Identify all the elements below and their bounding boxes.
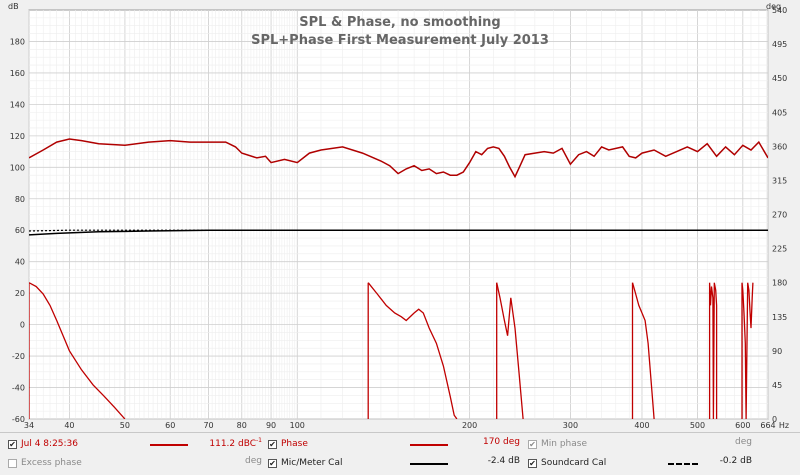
y-left-tick-label: 140 (10, 100, 25, 109)
legend-label-excess-phase: Excess phase (21, 458, 82, 468)
legend-value-min-phase: deg (735, 437, 752, 447)
legend-value-measurement: 111.2 dBC-1 (209, 437, 262, 449)
left-axis-unit: dB (8, 2, 19, 11)
y-right-tick-label: 135 (772, 313, 787, 322)
x-tick-label: 34 (24, 421, 34, 430)
x-tick-label: 50 (120, 421, 130, 430)
x-tick-label: 40 (64, 421, 74, 430)
checkbox-mic-cal[interactable]: ✔ (268, 458, 277, 468)
legend-label-soundcard-cal: Soundcard Cal (541, 458, 607, 468)
series-phase-segment (741, 282, 754, 419)
x-tick-label: 70 (203, 421, 213, 430)
y-right-tick-label: 495 (772, 40, 787, 49)
y-right-tick-label: 0 (772, 415, 777, 424)
x-tick-label: 60 (165, 421, 175, 430)
legend-panel: ✔ Jul 4 8:25:36 111.2 dBC-1 ✔ Phase 170 … (0, 432, 800, 475)
legend-item-mic-cal[interactable]: ✔ Mic/Meter Cal (268, 456, 342, 470)
checkbox-measurement[interactable]: ✔ (8, 439, 17, 449)
legend-item-min-phase[interactable]: ✔ Min phase (528, 437, 587, 451)
legend-value-excess-phase: deg (245, 456, 262, 466)
x-tick-label: 300 (563, 421, 578, 430)
y-right-tick-label: 315 (772, 176, 787, 185)
y-left-tick-label: 20 (15, 289, 25, 298)
x-tick-label: 600 (735, 421, 750, 430)
y-right-tick-label: 90 (772, 347, 782, 356)
legend-item-excess-phase[interactable]: Excess phase (8, 456, 82, 470)
legend-label-min-phase: Min phase (541, 439, 587, 449)
x-tick-label: 664 (760, 421, 775, 430)
series-phase-segment (29, 282, 126, 419)
y-left-tick-label: 120 (10, 132, 25, 141)
legend-label-mic-cal: Mic/Meter Cal (281, 458, 343, 468)
series-mic-meter-cal (29, 229, 768, 236)
y-left-tick-label: 40 (15, 258, 25, 267)
legend-value-phase: 170 deg (482, 437, 520, 447)
x-tick-label: 100 (290, 421, 305, 430)
right-axis-unit: deg (766, 2, 781, 11)
series-phase-segment (496, 282, 524, 419)
series-spl (29, 138, 768, 179)
x-tick-label: 80 (237, 421, 247, 430)
y-right-tick-label: 405 (772, 108, 787, 117)
legend-item-measurement[interactable]: ✔ Jul 4 8:25:36 (8, 437, 78, 451)
series-phase-segment (367, 282, 458, 419)
legend-item-soundcard-cal[interactable]: ✔ Soundcard Cal (528, 456, 606, 470)
x-tick-label: 90 (266, 421, 276, 430)
checkbox-excess-phase[interactable] (8, 458, 17, 468)
x-tick-label: 400 (634, 421, 649, 430)
series-soundcard-cal (29, 229, 768, 232)
legend-value-mic-cal: -2.4 dB (487, 456, 520, 466)
y-right-tick-label: 270 (772, 211, 787, 220)
y-right-tick-label: 45 (772, 381, 782, 390)
legend-label-phase: Phase (281, 439, 308, 449)
x-axis-unit: Hz (779, 421, 789, 430)
legend-swatch-phase (410, 444, 448, 446)
series-phase-segment (631, 282, 655, 419)
checkbox-phase[interactable]: ✔ (268, 439, 277, 449)
chart-title: SPL & Phase, no smoothing (299, 15, 500, 30)
x-tick-label: 500 (690, 421, 705, 430)
y-left-tick-label: -40 (12, 384, 25, 393)
y-left-tick-label: 80 (15, 195, 25, 204)
axis-labels: 34 40 50 60 70 80 90 100 200 300 400 500 600 664-60-4… (10, 6, 788, 430)
y-left-tick-label: 60 (15, 226, 25, 235)
y-right-tick-label: 225 (772, 245, 787, 254)
legend-value-soundcard-cal: -0.2 dB (719, 456, 752, 466)
y-right-tick-label: 450 (772, 74, 787, 83)
x-tick-label: 200 (462, 421, 477, 430)
y-left-tick-label: 180 (10, 37, 25, 46)
y-left-tick-label: 0 (20, 321, 25, 330)
checkbox-soundcard-cal[interactable]: ✔ (528, 458, 537, 468)
y-right-tick-label: 180 (772, 279, 787, 288)
legend-label-measurement: Jul 4 8:25:36 (21, 439, 79, 449)
legend-swatch-measurement (150, 444, 188, 446)
chart-grid (28, 9, 769, 420)
legend-item-phase[interactable]: ✔ Phase (268, 437, 308, 451)
plot-lines (29, 138, 768, 419)
checkbox-min-phase[interactable]: ✔ (528, 439, 537, 449)
y-left-tick-label: 100 (10, 163, 25, 172)
legend-swatch-soundcard-cal (668, 463, 698, 465)
spl-phase-chart[interactable]: 34 40 50 60 70 80 90 100 200 300 400 500 600 664-60-4… (0, 0, 800, 432)
legend-swatch-mic-cal (410, 463, 448, 465)
y-left-tick-label: -20 (12, 352, 25, 361)
chart-subtitle: SPL+Phase First Measurement July 2013 (251, 33, 549, 48)
series-phase-segment (708, 282, 718, 419)
y-right-tick-label: 540 (772, 6, 787, 15)
y-right-tick-label: 360 (772, 142, 787, 151)
y-left-tick-label: -60 (12, 415, 25, 424)
y-left-tick-label: 160 (10, 69, 25, 78)
